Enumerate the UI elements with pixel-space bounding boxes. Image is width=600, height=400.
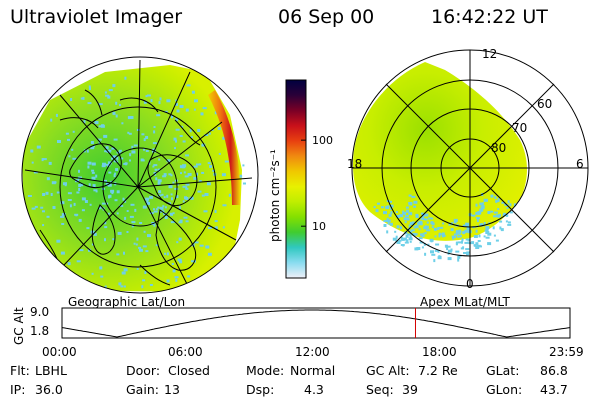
info-seq-label: Seq: xyxy=(366,382,394,397)
info-ip-label: IP: xyxy=(10,382,26,397)
info-gain-value: 13 xyxy=(164,382,180,397)
info-glat-label: GLat: xyxy=(486,363,520,378)
info-glat-value: 86.8 xyxy=(540,363,568,378)
time-tick: 18:00 xyxy=(422,345,457,359)
mlt-label-dawn: 6 xyxy=(576,157,584,171)
mlt-label-dusk: 18 xyxy=(347,157,363,171)
mlat-label-80: 80 xyxy=(491,141,507,155)
time-tick: 12:00 xyxy=(295,345,330,359)
time-tick: 00:00 xyxy=(42,345,77,359)
info-gcalt-value: 7.2 Re xyxy=(418,363,458,378)
info-seq-value: 39 xyxy=(402,382,418,397)
info-mode-label: Mode: xyxy=(246,363,285,378)
color-bar-tick-label: 100 xyxy=(312,134,333,147)
info-gain-label: Gain: xyxy=(126,382,159,397)
instrument-title: Ultraviolet Imager xyxy=(10,6,183,28)
info-ip-value: 36.0 xyxy=(35,382,63,397)
color-bar-tick-label: 10 xyxy=(312,220,326,233)
info-gcalt-label: GC Alt: xyxy=(366,363,410,378)
time-tick: 06:00 xyxy=(168,345,203,359)
magnetic-panel-label: Apex MLat/MLT xyxy=(420,295,510,309)
info-filter-label: Flt: xyxy=(10,363,30,378)
altitude-tick-low: 1.8 xyxy=(30,324,50,338)
info-glon-value: 43.7 xyxy=(540,382,568,397)
info-glon-label: GLon: xyxy=(486,382,523,397)
info-dsp-label: Dsp: xyxy=(246,382,275,397)
mlt-label-noon: 12 xyxy=(482,47,498,61)
info-dsp-value: 4.3 xyxy=(304,382,324,397)
mlt-label-midnight: 0 xyxy=(466,277,474,291)
info-door-value: Closed xyxy=(168,363,210,378)
info-mode-value: Normal xyxy=(290,363,336,378)
image-date: 06 Sep 00 xyxy=(278,6,375,28)
time-tick: 23:59 xyxy=(549,345,584,359)
mlat-label-60: 60 xyxy=(537,97,553,111)
info-filter-value: LBHL xyxy=(35,363,67,378)
altitude-axis-title: GC Alt xyxy=(12,307,26,345)
image-time: 16:42:22 UT xyxy=(431,6,548,28)
info-door-label: Door: xyxy=(126,363,161,378)
mlat-label-70: 70 xyxy=(512,121,528,135)
altitude-tick-high: 9.0 xyxy=(30,305,50,319)
geographic-panel-label: Geographic Lat/Lon xyxy=(68,295,186,309)
